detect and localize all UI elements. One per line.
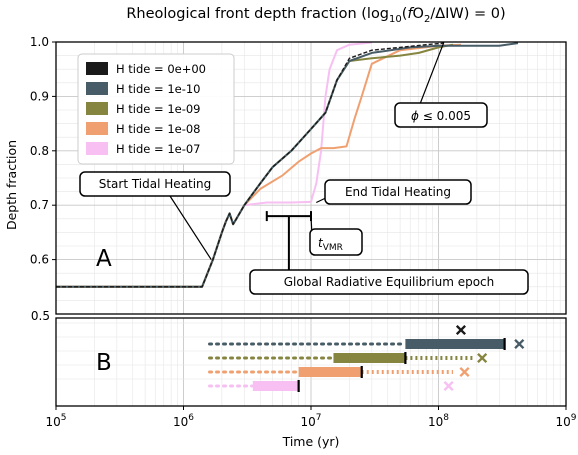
y-axis-ticks: 0.6 0.7 0.8 0.9 1.0 [30, 35, 56, 267]
phase-bar [333, 353, 406, 363]
phi-box [394, 102, 488, 128]
chart-title: Rheological front depth fraction (log10(… [126, 6, 505, 25]
legend-swatch [86, 122, 108, 135]
legend-label: H tide = 1e-08 [116, 122, 201, 136]
start-tidal-label: Start Tidal Heating [99, 177, 212, 191]
legend: H tide = 0e+00 H tide = 1e-10 H tide = 1e-… [77, 53, 235, 165]
y-tick-label: 1.0 [30, 35, 49, 49]
panel-b-grid [55, 318, 566, 406]
y-tick-label: 0.5 [31, 309, 50, 323]
start-tidal-box [79, 171, 231, 197]
y-axis-label: Depth fraction [4, 140, 19, 230]
end-marker [459, 366, 470, 378]
panel-label-a: A [96, 246, 112, 272]
y-tick-label: 0.6 [30, 253, 49, 267]
end-marker [443, 380, 454, 392]
x-axis-ticks: 105 106 107 108 109 [45, 406, 577, 429]
x-axis-label: Time (yr) [282, 434, 340, 449]
panel-b-series [208, 324, 525, 392]
phase-bar [405, 339, 505, 349]
phi-pointer [419, 42, 445, 105]
panel-b: B 0.5 [31, 309, 567, 407]
t-vmr-box [309, 228, 363, 256]
panel-a-frame [55, 41, 567, 315]
x-tick-label: 109 [555, 413, 576, 429]
legend-label: H tide = 0e+00 [116, 62, 206, 76]
panel-a: 0.60.70.80.91.0 A H tide = 0e+00H tide =… [30, 35, 567, 315]
legend-box [77, 53, 235, 165]
end-tidal-label: End Tidal Heating [345, 185, 451, 199]
legend-label: H tide = 1e-07 [116, 142, 201, 156]
legend-swatch [86, 62, 108, 75]
x-tick-label: 108 [428, 413, 449, 429]
phase-bar [252, 381, 299, 391]
legend-swatch [86, 82, 108, 95]
end-tidal-box [324, 179, 472, 205]
legend-label: H tide = 1e-10 [116, 82, 201, 96]
x-tick-label: 106 [173, 413, 194, 429]
x-tick-label: 107 [300, 413, 321, 429]
series-line [56, 42, 444, 288]
y-tick-label: 0.9 [30, 89, 49, 103]
end-marker [455, 324, 467, 336]
y-tick-label: 0.7 [30, 198, 49, 212]
series-line [56, 42, 519, 288]
phi-label: ϕ ≤ 0.005 [411, 109, 471, 123]
start-tidal-pointer [169, 195, 212, 260]
legend-label: H tide = 1e-09 [116, 102, 201, 116]
y-tick-label: 0.8 [30, 144, 49, 158]
end-marker [514, 338, 525, 350]
annotations: Start Tidal Heating End Tidal Heating ϕ … [79, 42, 529, 295]
panel-label-b: B [96, 350, 112, 376]
panel-a-series [56, 41, 519, 288]
legend-swatch [86, 142, 108, 155]
t-vmr-label: tVMR [318, 236, 343, 253]
x-tick-label: 105 [45, 413, 66, 429]
end-marker [477, 352, 488, 364]
legend-swatch [86, 102, 108, 115]
global-eq-label: Global Radiative Equilibrium epoch [284, 275, 495, 289]
global-eq-box [249, 269, 529, 295]
phase-bar [298, 367, 362, 377]
